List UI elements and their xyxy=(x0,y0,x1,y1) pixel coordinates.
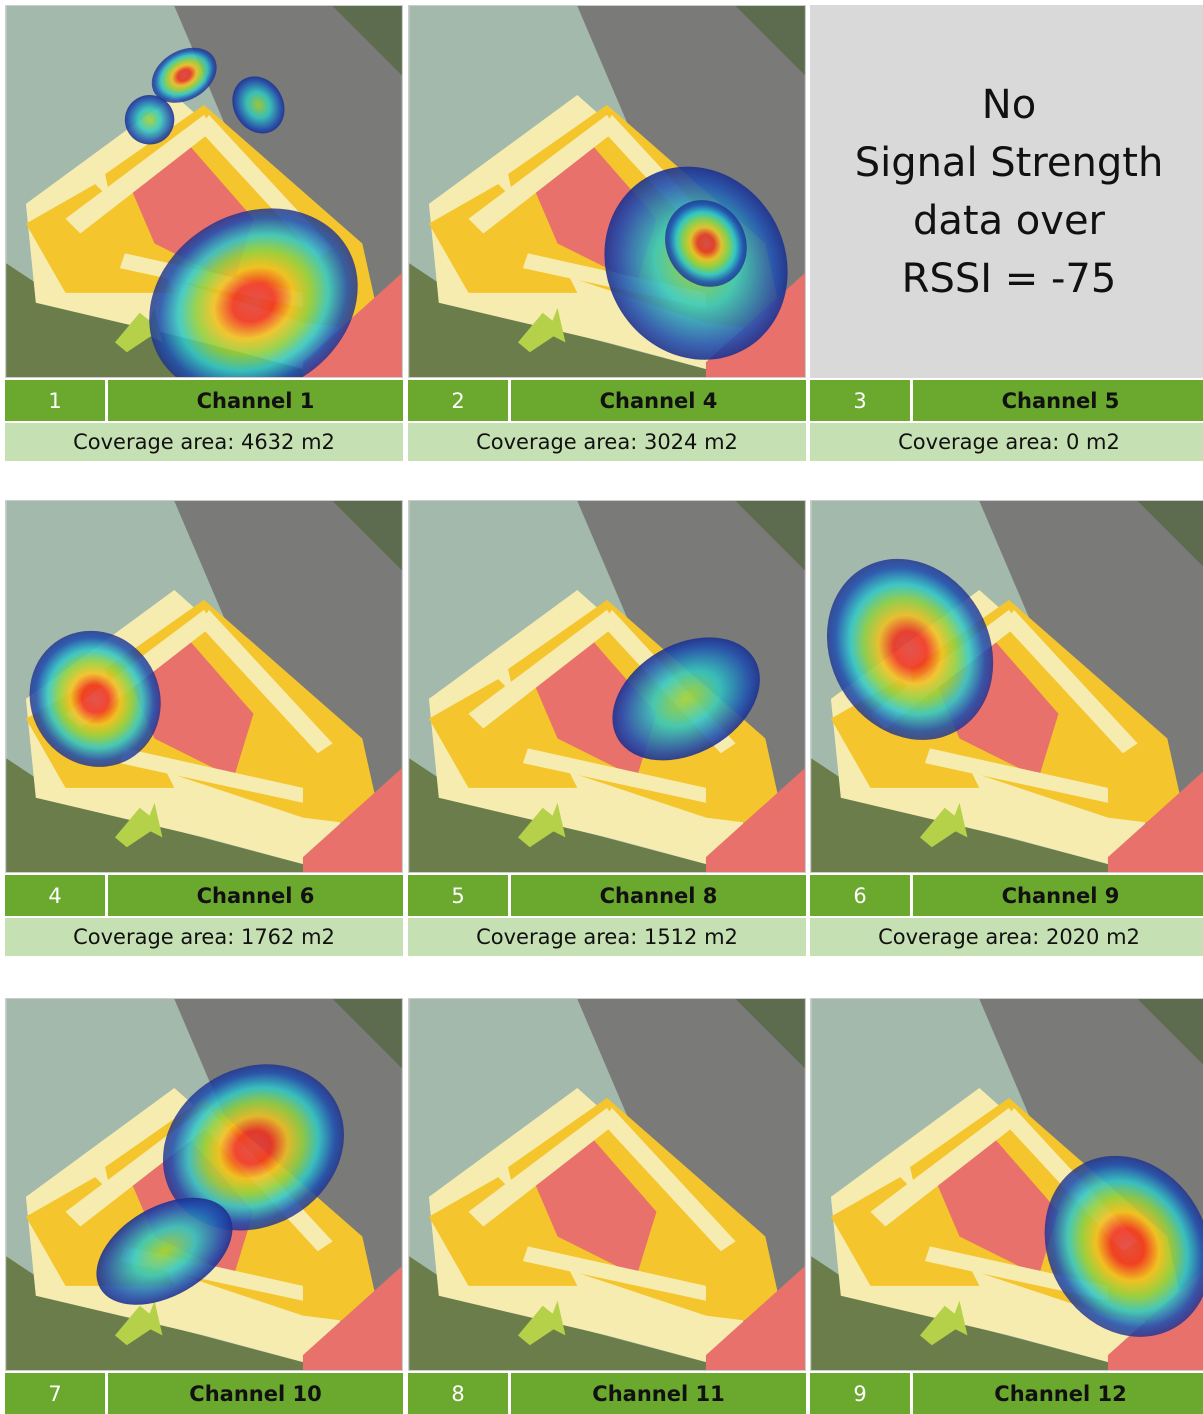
coverage-area: Coverage area: 1512 m2 xyxy=(408,918,806,956)
heat-blob xyxy=(826,558,994,740)
panel: 4 Channel 6 Coverage area: 1762 m2 xyxy=(5,500,403,956)
heatmap-image xyxy=(5,998,403,1371)
panel: 8 Channel 11 xyxy=(408,998,806,1414)
label-bar: 5 Channel 8 xyxy=(408,875,806,916)
panel-number: 5 xyxy=(408,875,508,916)
heat-blob xyxy=(149,208,358,377)
channel-name: Channel 8 xyxy=(511,875,806,916)
heatmap-image xyxy=(408,500,806,873)
no-data-message: No Signal Strength data over RSSI = -75 xyxy=(810,5,1203,378)
coverage-area: Coverage area: 3024 m2 xyxy=(408,423,806,461)
panel: 6 Channel 9 Coverage area: 2020 m2 xyxy=(810,500,1203,956)
label-bar: 8 Channel 11 xyxy=(408,1373,806,1414)
message-line: No xyxy=(981,81,1037,128)
heatmap-image xyxy=(5,500,403,873)
channel-name: Channel 11 xyxy=(511,1373,806,1414)
label-bar: 9 Channel 12 xyxy=(810,1373,1203,1414)
heat-blob xyxy=(96,1197,233,1305)
channel-name: Channel 10 xyxy=(108,1373,403,1414)
panel: 5 Channel 8 Coverage area: 1512 m2 xyxy=(408,500,806,956)
heatmap-image xyxy=(408,998,806,1371)
heatmap-image xyxy=(810,500,1203,873)
heatmap-image xyxy=(810,998,1203,1371)
panel-number: 1 xyxy=(5,380,105,421)
heat-blob xyxy=(124,95,175,145)
heat-blob xyxy=(1044,1155,1203,1337)
panel-number: 3 xyxy=(810,380,910,421)
panel-number: 7 xyxy=(5,1373,105,1414)
channel-name: Channel 4 xyxy=(511,380,806,421)
heatmap-image xyxy=(5,5,403,378)
message-line: Signal Strength xyxy=(854,139,1164,186)
panel: 9 Channel 12 xyxy=(810,998,1203,1414)
panel: 1 Channel 1 Coverage area: 4632 m2 xyxy=(5,5,403,461)
heat-blob xyxy=(232,76,285,134)
label-bar: 1 Channel 1 xyxy=(5,380,403,421)
channel-name: Channel 12 xyxy=(913,1373,1203,1414)
coverage-area: Coverage area: 2020 m2 xyxy=(810,918,1203,956)
heat-blob xyxy=(29,630,161,767)
panel-number: 9 xyxy=(810,1373,910,1414)
channel-name: Channel 6 xyxy=(108,875,403,916)
heat-blob xyxy=(151,47,217,103)
label-bar: 3 Channel 5 xyxy=(810,380,1203,421)
channel-name: Channel 1 xyxy=(108,380,403,421)
label-bar: 2 Channel 4 xyxy=(408,380,806,421)
panel: 7 Channel 10 xyxy=(5,998,403,1414)
panel: No Signal Strength data over RSSI = -75 3 Cha… xyxy=(810,5,1203,461)
heat-blob xyxy=(612,637,760,761)
label-bar: 4 Channel 6 xyxy=(5,875,403,916)
panel-number: 8 xyxy=(408,1373,508,1414)
heatmap-image xyxy=(408,5,806,378)
panel-number: 2 xyxy=(408,380,508,421)
coverage-area: Coverage area: 0 m2 xyxy=(810,423,1203,461)
label-bar: 7 Channel 10 xyxy=(5,1373,403,1414)
floor-map xyxy=(409,999,805,1370)
panel-number: 6 xyxy=(810,875,910,916)
coverage-area: Coverage area: 1762 m2 xyxy=(5,918,403,956)
message-line: RSSI = -75 xyxy=(901,255,1117,302)
channel-name: Channel 5 xyxy=(913,380,1203,421)
heat-blob xyxy=(162,1064,344,1231)
message-line: data over xyxy=(912,197,1105,244)
channel-name: Channel 9 xyxy=(913,875,1203,916)
heat-blob xyxy=(665,200,747,287)
panel: 2 Channel 4 Coverage area: 3024 m2 xyxy=(408,5,806,461)
coverage-area: Coverage area: 4632 m2 xyxy=(5,423,403,461)
label-bar: 6 Channel 9 xyxy=(810,875,1203,916)
panel-number: 4 xyxy=(5,875,105,916)
